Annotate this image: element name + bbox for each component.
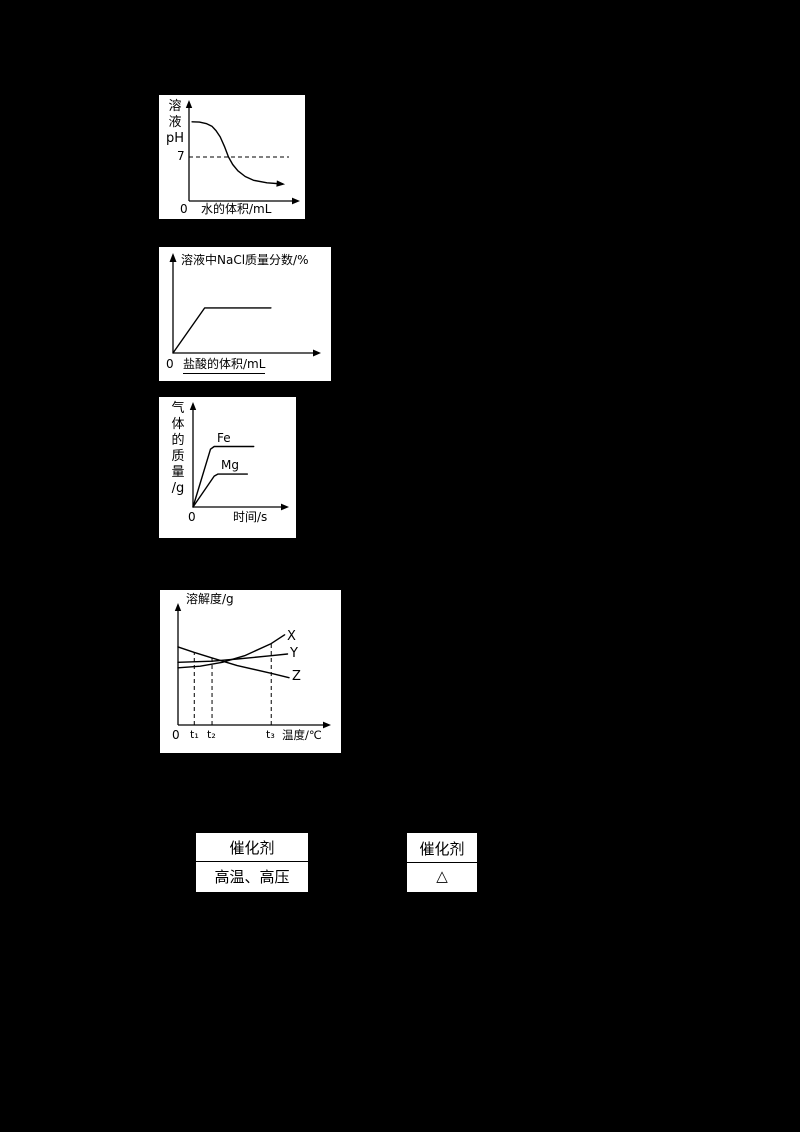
- x-tick-t3: t₃: [266, 728, 275, 741]
- y-axis-label: 溶 液 pH: [165, 99, 185, 146]
- reaction-condition-haber: 催化剂 高温、高压: [196, 833, 308, 892]
- condition-delta-label: △: [407, 862, 477, 890]
- series-label-mg: Mg: [221, 458, 239, 472]
- series-line: [192, 445, 255, 508]
- origin-label: 0: [180, 202, 188, 216]
- origin-label: 0: [188, 510, 196, 524]
- solubility-chart-svg: [174, 603, 331, 729]
- condition-catalyst-label: 催化剂: [419, 840, 465, 858]
- y-axis-label: 溶液中NaCl质量分数/%: [181, 253, 309, 267]
- condition-temp-pressure-label: 高温、高压: [196, 860, 308, 892]
- series-label-y: Y: [290, 646, 298, 661]
- chart-panel-gas-mass-vs-time: 气 体 的 质 量 /g Fe Mg 0 时间/s: [159, 397, 296, 538]
- x-axis-label: 水的体积/mL: [201, 202, 272, 216]
- y-axis-label: 溶解度/g: [186, 592, 234, 606]
- series-label-x: X: [287, 629, 296, 644]
- series-line: [177, 646, 290, 679]
- nacl-chart-svg: [169, 253, 321, 357]
- x-tick-t1: t₁: [190, 728, 199, 741]
- chart-panel-ph-vs-water: 溶 液 pH 7 0 水的体积/mL: [159, 95, 305, 219]
- x-axis-label: 时间/s: [233, 510, 268, 524]
- chart-panel-solubility-vs-temperature: 溶解度/g X Y Z 0 t₁ t₂ t₃ 温度/℃: [160, 590, 341, 753]
- x-tick-t2: t₂: [207, 728, 216, 741]
- series-line: [172, 307, 272, 354]
- x-axis-arrow-icon: [281, 503, 289, 511]
- series-line: [191, 121, 284, 185]
- series-line: [192, 473, 249, 508]
- x-axis-arrow-icon: [292, 197, 300, 205]
- series-end-arrow-icon: [276, 180, 286, 187]
- y-axis-arrow-icon: [174, 603, 182, 611]
- series-label-fe: Fe: [217, 431, 231, 445]
- y-axis-arrow-icon: [189, 402, 197, 410]
- y-axis-label: 气 体 的 质 量 /g: [171, 401, 185, 496]
- y-axis-arrow-icon: [169, 253, 177, 262]
- reaction-condition-heated: 催化剂 △: [407, 833, 477, 892]
- ref-line-label: 7: [177, 149, 185, 163]
- gas-chart-svg: [189, 402, 289, 511]
- x-axis-label: 温度/℃: [282, 728, 322, 742]
- origin-label: 0: [166, 357, 174, 371]
- chart-panel-nacl-vs-hcl: 溶液中NaCl质量分数/% 0 盐酸的体积/mL: [159, 247, 331, 381]
- x-axis-arrow-icon: [313, 349, 321, 357]
- series-line: [177, 634, 286, 669]
- condition-catalyst-label: 催化剂: [229, 838, 275, 857]
- origin-label: 0: [172, 728, 180, 742]
- ph-chart-svg: [185, 100, 300, 205]
- y-axis-arrow-icon: [185, 100, 193, 108]
- series-label-z: Z: [292, 669, 301, 684]
- series-line: [177, 653, 289, 664]
- x-axis-label: 盐酸的体积/mL: [183, 357, 266, 374]
- x-axis-arrow-icon: [323, 721, 331, 729]
